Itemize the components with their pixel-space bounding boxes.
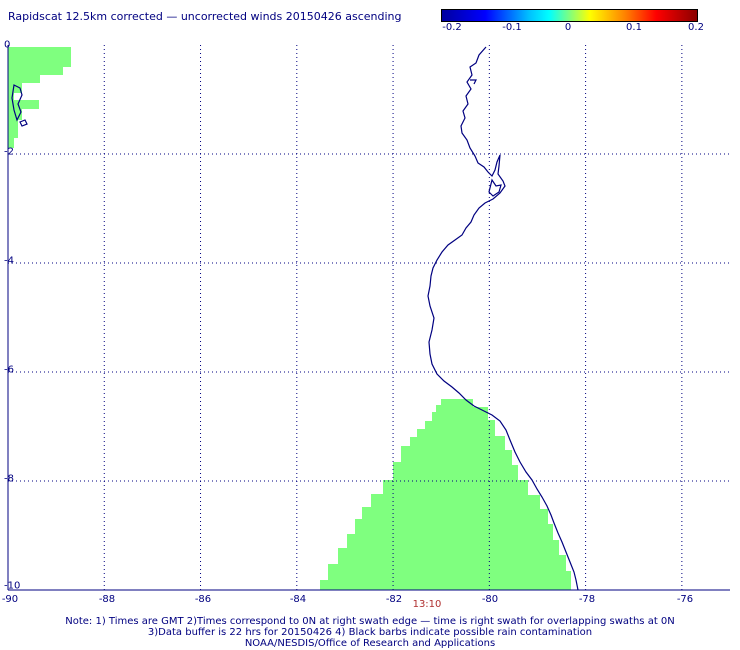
colorbar-tick: 0.1 — [626, 22, 642, 33]
colorbar-tick: 0.2 — [688, 22, 704, 33]
y-tick-label: 0 — [4, 39, 11, 51]
x-tick-label: -76 — [676, 594, 694, 605]
swath-time-label: 13:10 — [412, 599, 442, 610]
footnote-line-3: NOAA/NESDIS/Office of Research and Appli… — [244, 638, 496, 649]
colorbar-tick: 0 — [564, 22, 572, 33]
colorbar-tick: -0.1 — [502, 22, 522, 33]
x-tick-label: -82 — [385, 594, 403, 605]
coastline-inlet — [470, 79, 477, 85]
y-tick-label: -4 — [4, 255, 14, 267]
colorbar — [441, 9, 698, 22]
x-tick-label: -84 — [289, 594, 307, 605]
y-tick-label: -6 — [4, 364, 14, 376]
swath-block-southeast — [320, 399, 571, 590]
x-tick-label: -88 — [98, 594, 116, 605]
galapagos-island — [19, 119, 28, 127]
galapagos-island — [11, 84, 23, 122]
footnote-line-1: Note: 1) Times are GMT 2)Times correspon… — [65, 616, 675, 627]
grid-layer — [7, 45, 730, 591]
x-tick-label: -80 — [481, 594, 499, 605]
coastline — [427, 46, 579, 591]
y-tick-label: -2 — [4, 146, 14, 158]
colorbar-tick: -0.2 — [442, 22, 462, 33]
map-title: Rapidscat 12.5km corrected — uncorrected… — [8, 10, 402, 23]
x-tick-label: -90 — [1, 594, 19, 605]
y-tick-label: -10 — [4, 580, 21, 592]
footnote-line-2: 3)Data buffer is 22 hrs for 20150426 4) … — [147, 627, 593, 638]
swath-block-northwest — [8, 47, 71, 148]
x-tick-label: -78 — [578, 594, 596, 605]
coastline-inlet — [488, 178, 502, 197]
wind-swath-layer — [8, 47, 571, 590]
x-tick-label: -86 — [194, 594, 212, 605]
y-tick-label: -8 — [4, 473, 14, 485]
